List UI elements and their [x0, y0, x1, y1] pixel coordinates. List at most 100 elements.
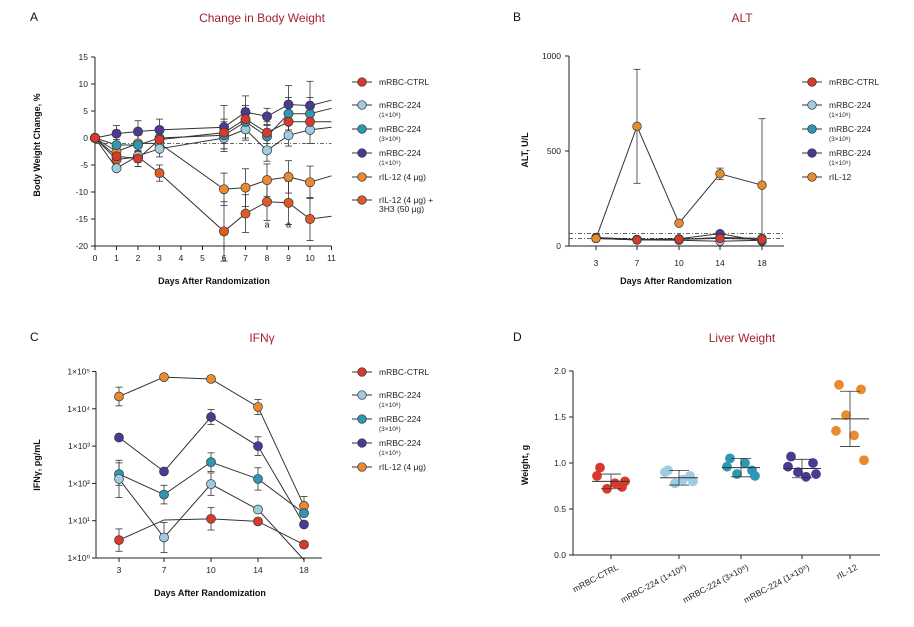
panel-c-title: IFNγ [249, 331, 274, 345]
panel-c-point [253, 504, 263, 515]
panel-a-series-line [94, 137, 332, 233]
panel-b-point [591, 233, 601, 244]
panel-a-legend-sub: 3H3 (50 μg) [379, 204, 424, 214]
panel-d-ytick-label: 0.0 [554, 550, 566, 560]
panel-a-point [240, 208, 251, 219]
panel-b-point [715, 169, 725, 179]
panel-c-legend-marker [357, 414, 367, 424]
panel-d-point [783, 461, 793, 472]
panel-c-ytick-label: 1×10¹ [68, 516, 90, 526]
panel-c-legend-marker [357, 390, 367, 400]
panel-d-category-label: mRBC-224 (1×10⁸) [619, 562, 688, 605]
panel-a-series-line [94, 126, 332, 169]
panel-c-point [299, 539, 309, 550]
panel-b-legend-label: rIL-12 [829, 172, 851, 182]
panel-b-legend-sub: (1×10⁸) [829, 112, 851, 119]
panel-c-ytick-label: 1×10⁵ [67, 367, 90, 377]
panel-d-point [808, 458, 818, 468]
panel-b-legend-label: mRBC-224 [829, 124, 871, 134]
panel-c-point [114, 432, 124, 443]
panel-d-category-label: mRBC-224 (1×10⁹) [742, 562, 811, 605]
panel-b-xtick-label: 14 [715, 258, 725, 268]
panel-a-xtick-label: 0 [93, 253, 98, 263]
panel-c-point [206, 513, 216, 524]
panel-label-d: D [513, 330, 522, 344]
panel-c-xlabel: Days After Randomization [154, 588, 266, 598]
panel-c-xtick-label: 14 [253, 565, 263, 575]
panel-a-ytick-label: 0 [83, 133, 88, 143]
panel-a-point [283, 171, 294, 182]
panel-a-point [111, 151, 122, 162]
panel-a-legend-marker [357, 148, 367, 158]
panel-b-xtick-label: 3 [594, 258, 599, 268]
panel-c-legend-sub: (3×10⁸) [379, 426, 401, 433]
panel-c-legend-label: mRBC-CTRL [379, 367, 429, 377]
panel-c-point [159, 532, 169, 543]
panel-a-legend-label: rIL-12 (4 μg) + [379, 195, 433, 205]
panel-a-point [111, 140, 122, 150]
panel-b-point [674, 218, 684, 228]
panel-c-series-line [118, 416, 305, 525]
panel-a-xlabel: Days After Randomization [158, 276, 270, 286]
panel-d-point [660, 467, 670, 478]
panel-c-point [114, 391, 124, 402]
panel-a-xtick-label: 4 [179, 253, 184, 263]
panel-b-point [757, 180, 767, 190]
panel-d-point [750, 470, 760, 481]
panel-a-xtick-label: 1 [114, 253, 119, 263]
panel-b-legend-marker [807, 100, 817, 110]
panel-c-point [206, 457, 216, 467]
panel-c-legend-label: mRBC-224 [379, 438, 421, 448]
panel-a-point [154, 168, 165, 179]
panel-c-point [206, 374, 216, 384]
panel-d-point [849, 430, 859, 441]
panel-a-legend-marker [357, 77, 367, 87]
panel-d-point [856, 384, 866, 395]
panel-c-legend-sub: (1×10⁹) [379, 450, 401, 457]
panel-a-point [133, 126, 143, 137]
panel-a-point [262, 127, 272, 138]
panel-c-point [114, 474, 124, 484]
panel-a-xtick-label: 3 [157, 253, 162, 263]
panel-b-xtick-label: 10 [674, 258, 684, 268]
panel-b-legend-sub: (3×10⁸) [829, 136, 851, 143]
panel-a-point [219, 226, 229, 237]
panel-d-point [841, 410, 851, 421]
panel-d-ylabel: Weight, g [520, 445, 530, 485]
panel-c-ytick-label: 1×10⁴ [67, 404, 90, 414]
panel-b-xtick-label: 7 [635, 258, 640, 268]
panel-a-title: Change in Body Weight [199, 11, 326, 25]
panel-c-point [299, 508, 309, 519]
panel-d-point [801, 471, 811, 482]
panel-d-category-label: mRBC-CTRL [571, 562, 620, 594]
panel-d-category-label: mRBC-224 (3×10⁸) [681, 562, 750, 605]
panel-a-point [111, 128, 122, 139]
panel-a-legend-label: rIL-12 (4 μg) [379, 172, 426, 182]
panel-a-ytick-label: 15 [79, 52, 89, 62]
panel-a-xtick-label: 9 [286, 253, 291, 263]
panel-c-legend-marker [357, 367, 367, 377]
panel-a-xtick-label: 11 [327, 253, 336, 263]
panel-a-xtick-label: 8 [265, 253, 270, 263]
panel-c-ytick-label: 1×10² [68, 478, 90, 488]
panel-a-series-line [94, 137, 332, 190]
panel-c-xtick-label: 10 [206, 565, 216, 575]
panel-label-a: A [30, 10, 38, 24]
panel-b-xlabel: Days After Randomization [620, 276, 732, 286]
panel-c-point [299, 519, 309, 530]
panel-d-ytick-label: 2.0 [554, 366, 566, 376]
panel-a-point [262, 111, 272, 122]
panel-c-legend-sub: (1×10⁸) [379, 402, 401, 409]
panel-a-xtick-label: 10 [305, 253, 315, 263]
panel-c-point [206, 479, 216, 489]
panel-c-point [206, 412, 216, 422]
panel-c-ytick-label: 1×10³ [68, 441, 90, 451]
panel-b-legend-sub: (1×10⁹) [829, 160, 851, 167]
panel-a-legend-label: mRBC-CTRL [379, 77, 429, 87]
panel-b-xtick-label: 18 [757, 258, 767, 268]
panel-b-title: ALT [731, 11, 753, 25]
panel-a-series-line [94, 118, 332, 160]
panel-a-point [262, 175, 272, 186]
panel-b-legend-label: mRBC-224 [829, 148, 871, 158]
panel-a-legend-marker [357, 172, 367, 182]
